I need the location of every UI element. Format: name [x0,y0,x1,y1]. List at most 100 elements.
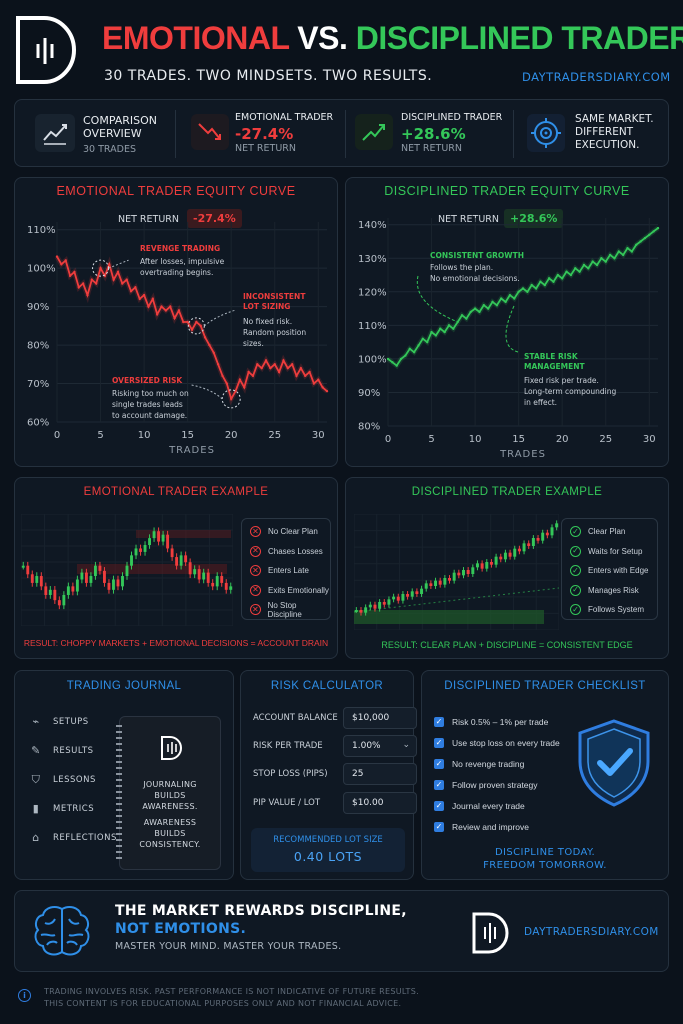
emotional-equity-chart: 60% 70% 80% 90% 100% 110% 0 5 10 15 20 25 30 TRADES RE… [27,222,329,456]
journal-list: ⌁ SETUPS ✎ RESULTS ⛉ LESSONS ▮ METRICS ⌂ REFL… [29,707,117,852]
journal-item-lessons[interactable]: ⛉ LESSONS [29,765,117,794]
footer-site-link[interactable]: DAYTRADERSDIARY.COM [524,926,659,938]
data-point [478,310,481,314]
candle-body [80,572,84,580]
candle-body [475,563,479,568]
data-point [86,293,89,297]
data-point [199,324,202,328]
overview-label: COMPARISON OVERVIEW 30 TRADES [83,114,158,155]
candle-body [396,596,400,601]
data-point [604,260,607,263]
checklist-item[interactable]: ✓ No revenge trading [434,758,525,769]
y-tick-label: 60% [27,418,49,429]
page-title: EMOTIONAL VS. DISCIPLINED TRADER [102,20,683,56]
journal-item-results[interactable]: ✎ RESULTS [29,736,117,765]
recommended-lot-box: RECOMMENDED LOT SIZE 0.40 LOTS [251,828,405,872]
candle-body [71,586,75,592]
footer-logo-icon [471,911,511,959]
candle-body [197,569,201,580]
data-point [138,297,141,301]
check-circle-icon: ✓ [570,545,581,557]
data-point [513,297,516,300]
candle-body [438,580,442,585]
checkbox-checked-icon: ✓ [434,821,444,832]
account-balance-input[interactable]: $10,000 [343,707,417,729]
net-return-label: NET RETURN [118,214,179,225]
data-point [408,347,411,351]
data-point [221,374,224,378]
candle-body [179,555,183,566]
candle-body [229,586,233,590]
candle-body [26,565,30,575]
checklist-item[interactable]: ✓ Risk 0.5% – 1% per trade [434,716,549,727]
x-tick-label: 15 [512,434,525,445]
annotation-text: No fixed risk. [243,317,292,326]
checklist-item[interactable]: ✓ Use stop loss on every trade [434,737,560,748]
data-point [277,370,281,374]
y-tick-label: 80% [27,341,49,352]
x-tick-label: 25 [599,434,612,445]
stop-loss-input[interactable]: 25 [343,763,417,785]
data-point [386,357,390,361]
checklist-item[interactable]: ✓ Follow proven strategy [434,779,538,790]
annotation-leader [108,259,129,269]
data-point [399,357,403,361]
check-circle-icon: ✓ [570,604,581,616]
journal-item-reflections[interactable]: ⌂ REFLECTIONS [29,823,117,852]
x-circle-icon: ✕ [250,565,261,577]
x-tick-label: 5 [428,434,434,445]
emotional-traits-list: ✕ No Clear Plan ✕ Chases Losses ✕ Enters La… [241,518,331,620]
annotation-title: LOT SIZING [243,302,290,311]
annotation-text: No emotional decisions. [430,274,520,283]
bars-icon: ▮ [32,801,40,815]
data-point [273,363,276,366]
risk-per-trade-select[interactable]: 1.00% ⌄ [343,735,417,757]
data-point [434,334,438,337]
annotation-text: sizes. [243,339,264,348]
candle-body [466,570,470,574]
candle-body [134,548,138,556]
data-point [495,304,499,307]
data-point [600,257,603,260]
data-point [225,382,229,385]
candle-body [89,576,93,583]
annotation-text: Long-term compounding [524,387,617,396]
data-point [81,282,85,285]
journal-item-setups[interactable]: ⌁ SETUPS [29,707,117,736]
annotation-text: Fixed risk per trade. [524,376,599,385]
candle-body [175,557,179,566]
x-tick-label: 20 [556,434,569,445]
logo-icon [14,14,82,86]
data-point [304,374,307,378]
candle-body [382,602,386,605]
data-point [64,259,67,262]
journal-item-metrics[interactable]: ▮ METRICS [29,794,117,823]
data-point [569,273,573,277]
site-link[interactable]: DAYTRADERSDIARY.COM [522,70,671,84]
data-point [552,280,555,283]
data-point [195,320,198,324]
checklist-motto: DISCIPLINE TODAY. FREEDOM TOMORROW. [483,847,607,871]
pip-value-input[interactable]: $10.00 [343,792,417,814]
annotation-text: Follows the plan. [430,263,493,272]
data-point [125,278,128,281]
checklist-item[interactable]: ✓ Review and improve [434,821,530,832]
data-point [534,287,538,290]
emotional-example-panel: EMOTIONAL TRADER EXAMPLE ✕ No Clear Plan … [14,477,338,659]
candle-body [211,582,215,587]
x-tick-label: 20 [225,430,238,441]
annotation-text: overtrading begins. [140,268,213,277]
annotation-text: After losses, impulsive [140,257,225,266]
annotation-text: Risking too much on [112,389,189,398]
checklist-item[interactable]: ✓ Journal every trade [434,800,525,811]
emotional-example-title: EMOTIONAL TRADER EXAMPLE [83,486,269,498]
edit-icon: ✎ [31,743,41,757]
y-tick-label: 130% [358,254,387,265]
x-axis-label: TRADES [168,445,215,456]
data-point [238,378,242,381]
data-point [77,286,80,289]
candle-body [373,604,377,609]
data-point [443,330,446,334]
net-return-label: NET RETURN [438,214,499,225]
data-point [482,304,486,307]
